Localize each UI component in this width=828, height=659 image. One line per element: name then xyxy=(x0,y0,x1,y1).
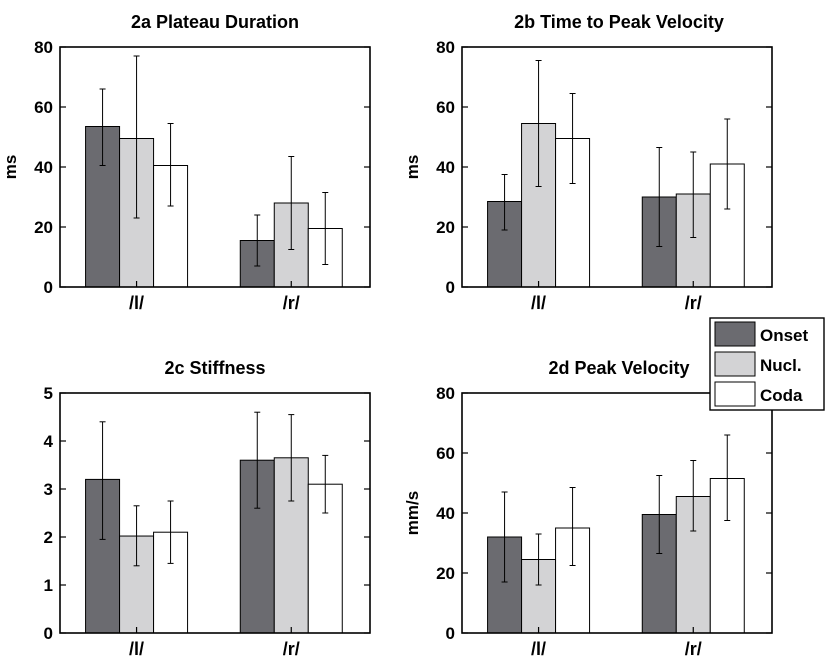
y-tick-label: 0 xyxy=(446,624,455,643)
chart-panel-1: 2b Time to Peak Velocity 0 20 40 60 80 ms/l/ /r… xyxy=(403,12,773,313)
x-category-label: /l/ xyxy=(531,639,546,659)
y-tick-label: 40 xyxy=(34,158,53,177)
x-category-label: /r/ xyxy=(685,639,702,659)
y-tick-label: 3 xyxy=(44,480,53,499)
y-tick-label: 1 xyxy=(44,576,53,595)
legend-label: Nucl. xyxy=(760,356,802,375)
y-tick-label: 20 xyxy=(436,218,455,237)
y-tick-label: 40 xyxy=(436,504,455,523)
y-tick-label: 60 xyxy=(436,444,455,463)
y-tick-label: 0 xyxy=(44,278,53,297)
chart-title: 2d Peak Velocity xyxy=(548,358,689,378)
y-axis-label: ms xyxy=(1,155,20,180)
y-tick-label: 0 xyxy=(44,624,53,643)
plot-frame xyxy=(59,46,371,288)
y-tick-label: 20 xyxy=(34,218,53,237)
y-axis-label: ms xyxy=(403,155,422,180)
x-category-label: /l/ xyxy=(129,293,144,313)
x-category-label: /l/ xyxy=(531,293,546,313)
plot-frame xyxy=(461,46,773,288)
chart-title: 2b Time to Peak Velocity xyxy=(514,12,724,32)
chart-panel-0: 2a Plateau Duration 0 20 40 60 80 ms/l/ /r/ xyxy=(1,12,371,313)
legend-label: Coda xyxy=(760,386,803,405)
x-category-label: /r/ xyxy=(283,293,300,313)
plot-frame xyxy=(59,392,371,634)
y-tick-label: 80 xyxy=(436,384,455,403)
y-tick-label: 20 xyxy=(436,564,455,583)
chart-title: 2a Plateau Duration xyxy=(131,12,299,32)
x-category-label: /r/ xyxy=(685,293,702,313)
x-category-label: /r/ xyxy=(283,639,300,659)
y-tick-label: 80 xyxy=(436,38,455,57)
y-tick-label: 4 xyxy=(44,432,54,451)
y-tick-label: 80 xyxy=(34,38,53,57)
y-tick-label: 5 xyxy=(44,384,53,403)
y-tick-label: 60 xyxy=(34,98,53,117)
chart-panel-2: 2c Stiffness 0 1 2 3 4 5/l/ /r/ xyxy=(44,358,371,659)
legend: Onset Nucl. Coda xyxy=(709,317,825,411)
legend-swatch-onset xyxy=(714,321,756,347)
chart-title: 2c Stiffness xyxy=(164,358,265,378)
y-tick-label: 60 xyxy=(436,98,455,117)
y-tick-label: 2 xyxy=(44,528,53,547)
x-category-label: /l/ xyxy=(129,639,144,659)
chart-panel-3: 2d Peak Velocity 0 20 40 60 80 mm/s/l/ /r/ xyxy=(403,358,773,659)
y-tick-label: 0 xyxy=(446,278,455,297)
y-tick-label: 40 xyxy=(436,158,455,177)
legend-swatch-nucl xyxy=(714,351,756,377)
legend-label: Onset xyxy=(760,326,809,345)
legend-swatch-coda xyxy=(714,381,756,407)
y-axis-label: mm/s xyxy=(403,491,422,535)
plot-frame xyxy=(461,392,773,634)
